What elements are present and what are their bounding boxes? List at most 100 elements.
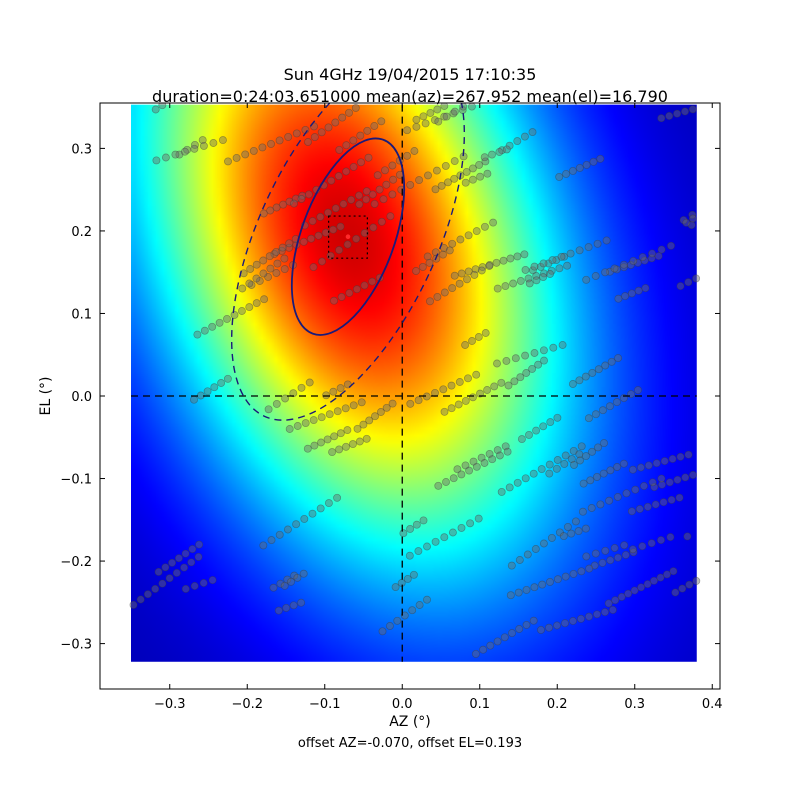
- overlays: [131, 103, 697, 662]
- scan-point: [252, 299, 261, 308]
- chart-title-line1: Sun 4GHz 19/04/2015 17:10:35: [284, 65, 537, 84]
- scan-point: [273, 259, 282, 268]
- y-tick-label: 0.1: [71, 307, 92, 322]
- scan-point: [181, 584, 190, 593]
- scan-point: [410, 147, 419, 155]
- scan-point: [658, 480, 666, 489]
- scan-point: [578, 507, 587, 516]
- scan-point: [555, 528, 564, 537]
- scan-point: [241, 150, 250, 159]
- scan-point: [406, 399, 415, 408]
- scan-point: [472, 462, 481, 471]
- scan-point: [466, 519, 475, 528]
- scan-point: [172, 568, 181, 577]
- scan-point: [341, 404, 350, 413]
- scan-point: [310, 441, 319, 450]
- scan-point: [530, 349, 539, 357]
- scan-point: [448, 284, 457, 293]
- scan-point: [492, 258, 501, 267]
- scan-point: [272, 399, 281, 408]
- scan-point: [547, 266, 556, 275]
- scan-point: [681, 107, 689, 116]
- scan-point: [539, 539, 548, 548]
- scan-point: [161, 153, 170, 162]
- scan-point: [461, 178, 470, 187]
- scan-point: [521, 351, 530, 360]
- scan-point: [464, 231, 473, 240]
- scan-point: [335, 145, 344, 154]
- scan-point: [223, 374, 232, 383]
- scan-point: [255, 277, 264, 285]
- scan-point: [342, 141, 351, 150]
- scan-point: [498, 146, 506, 155]
- scan-point: [640, 256, 649, 265]
- scan-point: [679, 216, 688, 225]
- scan-point: [317, 438, 325, 447]
- scan-point: [303, 444, 312, 453]
- scan-point: [314, 231, 323, 240]
- scan-point: [575, 246, 584, 255]
- scan-point: [357, 158, 365, 167]
- scan-point: [291, 194, 300, 203]
- scan-point: [464, 374, 472, 383]
- scan-point: [638, 253, 647, 262]
- scan-point: [188, 545, 197, 554]
- scan-point: [601, 608, 609, 617]
- scan-point: [267, 536, 276, 545]
- scan-point: [304, 138, 312, 146]
- scan-point: [683, 532, 692, 541]
- scan-point: [489, 218, 498, 227]
- scan-point: [598, 558, 607, 567]
- scan-point: [523, 550, 532, 559]
- scan-point: [561, 619, 569, 628]
- scan-point: [342, 442, 350, 451]
- scan-point: [629, 548, 638, 557]
- scan-point: [604, 599, 613, 608]
- scan-point: [454, 400, 463, 409]
- scan-point: [393, 616, 402, 625]
- scan-point: [434, 481, 443, 490]
- scan-point: [546, 270, 554, 278]
- scan-point: [637, 583, 646, 592]
- scan-point: [368, 190, 377, 199]
- scan-point: [485, 261, 494, 269]
- scan-point: [640, 482, 648, 490]
- scan-point: [412, 122, 421, 131]
- scan-point: [534, 360, 543, 369]
- scan-point: [203, 387, 212, 396]
- scan-point: [582, 275, 591, 284]
- scan-point: [337, 292, 346, 301]
- scan-point: [158, 103, 167, 110]
- scan-point: [528, 266, 537, 275]
- scan-point: [567, 455, 576, 464]
- scan-point: [171, 150, 180, 159]
- scan-point: [560, 459, 569, 468]
- scan-point: [264, 273, 273, 281]
- scan-point: [238, 284, 247, 293]
- scan-point: [633, 258, 642, 267]
- scan-point: [373, 171, 382, 180]
- scan-point: [678, 584, 687, 593]
- scan-point: [143, 590, 152, 599]
- scan-point: [279, 200, 288, 209]
- scan-point: [323, 435, 332, 444]
- scan-point: [477, 453, 486, 462]
- scan-point: [539, 259, 548, 268]
- scan-point: [450, 107, 459, 116]
- scan-point: [521, 474, 530, 483]
- scan-point: [586, 476, 595, 485]
- scan-point: [485, 262, 494, 270]
- scan-point: [208, 322, 217, 331]
- scan-point: [181, 549, 190, 558]
- scan-point: [439, 250, 447, 259]
- scan-point: [414, 547, 423, 556]
- scan-point: [553, 621, 561, 630]
- scan-point: [129, 600, 138, 609]
- scan-point: [321, 228, 330, 237]
- scan-point: [232, 153, 241, 162]
- scan-points: [129, 103, 701, 658]
- scan-point: [343, 240, 352, 249]
- scan-point: [536, 262, 545, 271]
- scan-point: [349, 162, 358, 171]
